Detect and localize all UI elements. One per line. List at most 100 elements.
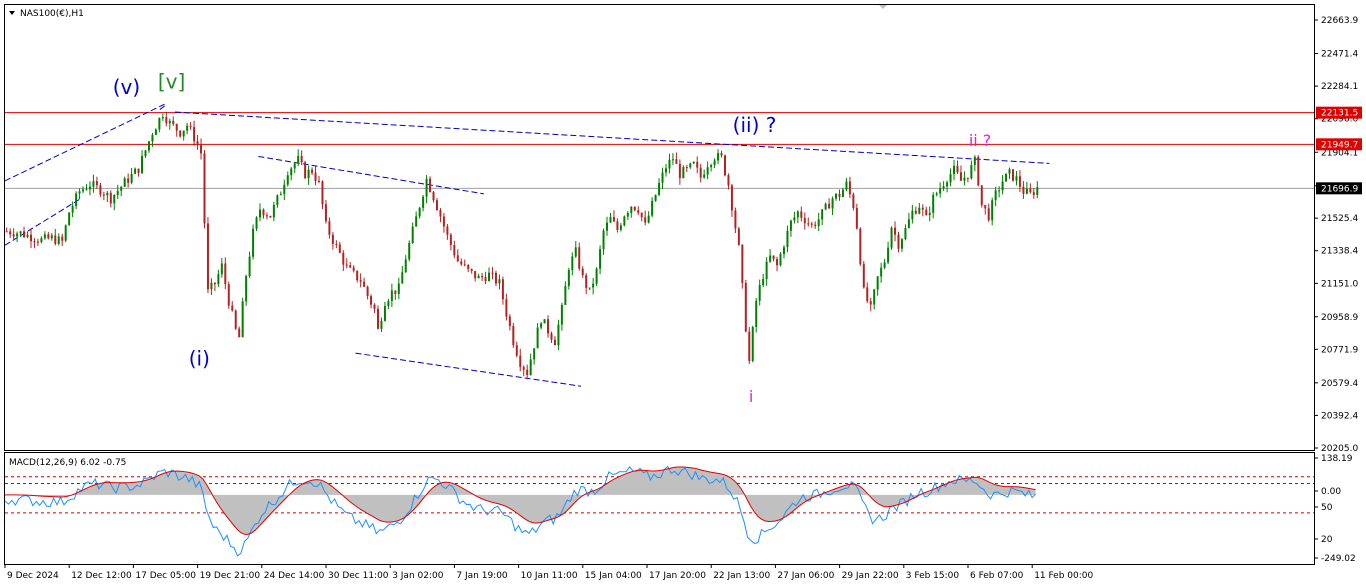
candle [356,270,359,283]
candle [272,201,275,222]
candle [703,169,706,179]
candle [265,212,268,220]
trendlines[interactable] [4,103,1050,387]
candle [213,282,216,291]
candle [616,218,619,233]
resistance-price-label: 22131.5 [1321,109,1358,119]
candle [942,181,945,191]
candle [54,228,57,246]
candle [328,217,331,239]
wave-label[interactable]: (v) [113,75,140,99]
candle [1025,181,1028,195]
candle [40,236,43,244]
candle [1022,181,1025,199]
candle [848,176,851,199]
candle [1015,170,1018,186]
wave-label[interactable]: [v] [158,70,185,94]
wave-label[interactable]: i [749,387,753,406]
candle [911,205,914,224]
candle [279,191,282,196]
candle [935,191,938,197]
trendline[interactable] [258,155,484,195]
candle [730,183,733,217]
macd-axis[interactable]: 138.19 0.00 50 20 -249.02 [1314,454,1356,564]
candle [710,163,713,172]
price-tick-label: 21904.1 [1321,148,1358,158]
candle [318,175,320,184]
wave-label[interactable]: (i) [189,346,210,370]
candle [130,167,133,185]
candle [19,230,22,238]
candle [241,297,244,338]
candle [200,138,203,160]
wave-label[interactable]: (ii) ? [733,113,777,137]
time-tick-label: 10 Jan 11:00 [521,571,578,581]
candle [154,128,157,135]
candle [887,241,890,265]
candlesticks [5,111,1039,380]
candle [890,226,893,250]
trendline[interactable] [355,352,582,387]
candle [335,240,338,249]
candle [932,192,935,219]
candle [692,161,695,165]
candle [998,186,1001,198]
candle [411,222,414,244]
current-price-label: 21696.9 [1321,184,1358,194]
candle [970,160,973,180]
candle [238,326,241,338]
candle [259,203,262,222]
candle [984,204,987,215]
candle [78,188,81,200]
chevron-down-icon[interactable] [9,11,15,15]
candle [387,298,390,310]
candle [519,348,522,372]
price-axis[interactable]: 22663.922471.422284.122096.621904.121711… [1314,16,1362,454]
symbol-label: NAS100(€),H1 [20,9,84,19]
scroll-marker-icon[interactable] [879,5,887,9]
wave-label[interactable]: ii ? [969,131,991,150]
price-tick-label: 20392.4 [1321,411,1358,421]
candle [939,182,942,198]
candle [182,130,185,141]
price-tick-label: 22471.4 [1321,50,1358,60]
candle [481,272,484,281]
candle [206,217,209,294]
candle [161,113,164,121]
symbol-header[interactable]: NAS100(€),H1 [9,9,84,19]
candle [723,154,726,177]
candle [147,140,150,153]
trendline[interactable] [4,103,165,182]
trendline[interactable] [157,105,165,112]
time-tick-label: 3 Feb 15:00 [906,571,960,581]
price-tick-label: 20771.9 [1321,345,1358,355]
candle [366,285,369,300]
candle [88,181,91,196]
candle [904,224,907,241]
trendline[interactable] [175,111,1050,164]
candle [595,267,598,287]
candle [245,274,248,306]
trendline[interactable] [4,197,82,246]
time-axis[interactable]: 9 Dec 2024 12 Dec 12:00 17 Dec 05:00 19 Dec… [4,564,1094,581]
candle [925,206,928,216]
candle [907,212,910,229]
candle [477,273,480,279]
candle [880,262,883,283]
candle [547,315,550,338]
candle [706,161,709,180]
candle [793,211,796,224]
candle [606,216,609,236]
candle [217,269,220,287]
candle [599,245,602,275]
time-tick-label: 24 Dec 14:00 [264,571,325,581]
candle [949,168,952,187]
candle [526,364,529,380]
candle [1029,183,1032,194]
candle [789,219,792,237]
candle [748,327,751,365]
candle [449,232,452,251]
candle [397,277,400,300]
wave-labels[interactable]: (v) [v] (i) (ii) ? i ii ? [113,70,992,406]
